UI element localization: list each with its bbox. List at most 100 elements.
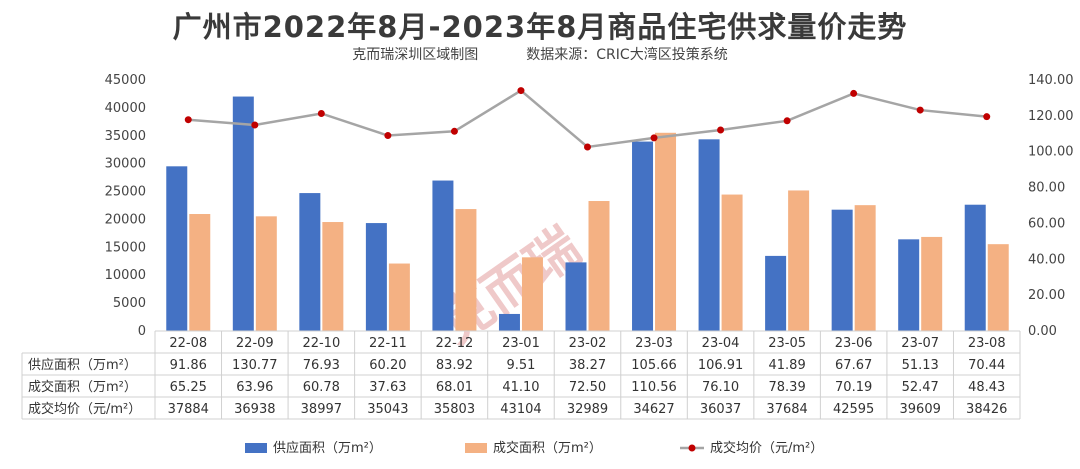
deal-bar [189,214,211,331]
table-value: 35803 [434,402,475,417]
price-marker [450,127,458,135]
right-axis-tick: 120.00 [1028,109,1074,124]
table-value: 38997 [301,402,342,417]
category-label: 22-12 [436,336,474,351]
table-value: 106.91 [698,358,744,373]
supply-bar [365,223,387,331]
table-value: 43104 [500,402,541,417]
category-label: 23-08 [968,336,1006,351]
table-value: 130.77 [232,358,278,373]
supply-bar [698,139,720,331]
left-axis-tick: 0 [138,324,146,339]
price-marker [650,134,658,142]
legend-deal-swatch [465,443,487,453]
category-label: 23-02 [569,336,607,351]
table-value: 65.25 [170,380,207,395]
deal-bar [388,263,410,331]
table-value: 51.13 [902,358,939,373]
table-value: 60.78 [303,380,340,395]
left-axis-tick: 10000 [105,268,146,283]
category-label: 23-05 [768,336,806,351]
table-value: 34627 [633,402,674,417]
table-value: 36938 [234,402,275,417]
table-value: 42595 [833,402,874,417]
deal-bar [588,201,610,331]
supply-bar [432,180,454,331]
table-value: 110.56 [631,380,677,395]
table-row-header: 成交均价（元/m²） [28,401,141,417]
legend-supply-label: 供应面积（万m²） [273,440,382,456]
category-label: 23-04 [702,336,740,351]
left-axis-tick: 40000 [105,101,146,116]
supply-bar [166,166,188,331]
deal-bar [788,190,810,331]
price-marker [783,117,791,125]
price-marker [384,132,392,140]
deal-bar [655,132,677,331]
supply-bar [299,193,321,331]
left-axis-tick: 15000 [105,240,146,255]
legend-deal-label: 成交面积（万m²） [493,440,602,456]
price-marker [517,87,525,95]
table-value: 78.39 [769,380,806,395]
category-label: 23-06 [835,336,873,351]
table-value: 60.20 [369,358,406,373]
supply-bar [232,96,254,332]
table-row-header: 成交面积（万m²） [28,379,137,395]
supply-bar [565,262,587,331]
table-value: 37.63 [369,380,406,395]
deal-bar [521,257,543,331]
subtitle-source-left: 克而瑞深圳区域制图 [352,47,479,63]
deal-bar [921,236,943,331]
price-marker [317,109,325,117]
left-axis-tick: 45000 [105,73,146,88]
left-axis-tick: 20000 [105,212,146,227]
table-value: 91.86 [170,358,207,373]
table-value: 37684 [766,402,807,417]
chart-subtitle: 克而瑞深圳区域制图 数据来源：CRIC大湾区投策系统 [0,44,1080,64]
price-line [188,89,987,149]
legend-supply-swatch [245,443,267,453]
price-marker [717,126,725,134]
category-label: 23-01 [502,336,540,351]
right-axis-tick: 140.00 [1028,73,1074,88]
right-axis-tick: 100.00 [1028,145,1074,160]
table-value: 35043 [367,402,408,417]
category-label: 23-03 [635,336,673,351]
deal-bar [255,216,277,331]
left-axis-tick: 5000 [113,296,146,311]
table-value: 76.93 [303,358,340,373]
table-value: 68.01 [436,380,473,395]
table-value: 41.89 [769,358,806,373]
supply-bar [831,209,853,331]
table-value: 52.47 [902,380,939,395]
table-value: 37884 [168,402,209,417]
deal-bar [721,194,743,331]
deal-bar [455,209,477,331]
category-label: 22-09 [236,336,274,351]
legend-price-marker [688,444,696,452]
table-value: 105.66 [631,358,677,373]
table-value: 36037 [700,402,741,417]
category-label: 23-07 [901,336,939,351]
deal-bar [987,244,1009,331]
right-axis-tick: 40.00 [1028,252,1065,267]
price-marker [916,106,924,114]
table-value: 32989 [567,402,608,417]
right-axis-tick: 20.00 [1028,288,1065,303]
right-axis-tick: 60.00 [1028,216,1065,231]
supply-bar [964,204,986,331]
supply-bar [765,255,787,331]
supply-bar [898,239,920,331]
deal-bar [854,205,876,331]
supply-bar [632,141,654,331]
table-value: 72.50 [569,380,606,395]
table-value: 63.96 [236,380,273,395]
price-marker [184,116,192,124]
table-value: 38426 [966,402,1007,417]
table-value: 41.10 [502,380,539,395]
table-value: 39609 [900,402,941,417]
table-value: 83.92 [436,358,473,373]
price-marker [251,121,259,129]
